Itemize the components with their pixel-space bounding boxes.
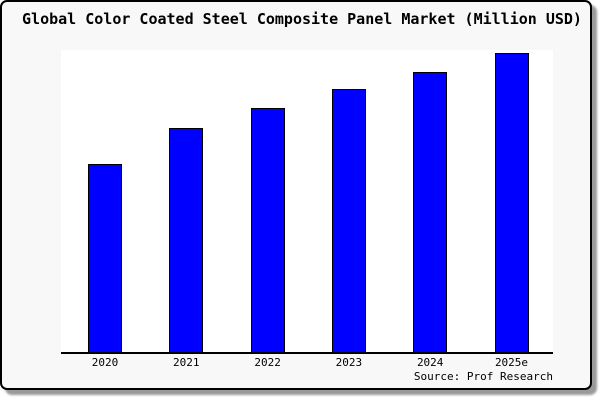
chart-title: Global Color Coated Steel Composite Pane… xyxy=(22,10,582,28)
chart-card: Global Color Coated Steel Composite Pane… xyxy=(0,0,592,390)
x-tick-label-2021: 2021 xyxy=(173,356,200,369)
bar-2025e xyxy=(494,53,529,352)
x-tick-label-2023: 2023 xyxy=(335,356,363,369)
x-tick-label-2022: 2022 xyxy=(254,356,281,369)
x-tick-label-2024: 2024 xyxy=(416,356,444,369)
x-tick-label-2025e: 2025e xyxy=(494,356,529,369)
bar-2023 xyxy=(331,89,366,352)
source-note: Source: Prof Research xyxy=(413,370,553,383)
bar-2022 xyxy=(250,108,285,352)
x-tick-label-2020: 2020 xyxy=(91,356,119,369)
plot-area xyxy=(61,50,553,354)
bar-2020 xyxy=(88,164,122,352)
bar-2024 xyxy=(413,72,448,352)
bar-2021 xyxy=(169,128,204,352)
